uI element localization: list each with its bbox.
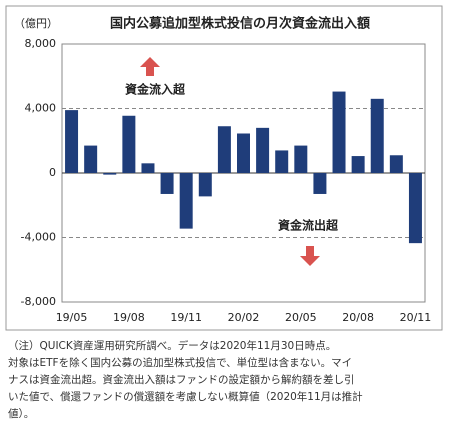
bar [141, 163, 155, 173]
note-line: 対象はETFを除く国内公募の追加型株式投信で、単位型は含まない。マイ [8, 356, 352, 369]
annotation: 資金流出超 [278, 218, 339, 233]
bar [332, 91, 346, 173]
bar [389, 155, 403, 173]
bar [237, 133, 250, 173]
bar [122, 115, 136, 173]
x-tick-label: 20/11 [400, 311, 432, 324]
chart-title: 国内公募追加型株式投信の月次資金流出入額 [110, 16, 370, 32]
bar [160, 173, 174, 194]
y-tick-label: -4,000 [21, 231, 56, 244]
bar [351, 156, 365, 173]
bar [217, 126, 231, 173]
y-tick-label: 0 [49, 166, 56, 179]
bar [65, 110, 79, 173]
bar [275, 150, 289, 173]
note-line: 値）。 [8, 407, 34, 420]
bar [313, 173, 327, 194]
down-arrow [300, 246, 320, 266]
y-tick-label: 4,000 [25, 102, 57, 115]
chart-frame [5, 5, 443, 331]
unit-label: （億円） [14, 17, 58, 30]
x-tick-label: 20/05 [285, 311, 317, 324]
note-line: ナスは資金流出超。資金流出入額はファンドの設定額から解約額を差し引 [8, 373, 355, 386]
note-line: （注）QUICK資産運用研究所調べ。データは2020年11月30日時点。 [8, 339, 336, 352]
x-tick-label: 19/11 [170, 311, 202, 324]
bar [84, 145, 98, 173]
note-line: いた値で、償還ファンドの償還額を考慮しない概算値（2020年11月は推計 [8, 390, 363, 403]
x-tick-label: 19/08 [113, 311, 145, 324]
y-tick-label: 8,000 [25, 37, 57, 50]
x-tick-label: 20/02 [228, 311, 260, 324]
bar [294, 145, 308, 173]
x-tick-label: 20/08 [342, 311, 374, 324]
x-tick-label: 19/05 [56, 311, 88, 324]
bar [198, 173, 212, 197]
notes: （注）QUICK資産運用研究所調べ。データは2020年11月30日時点。対象はE… [8, 339, 363, 420]
up-arrow [140, 57, 160, 76]
bar [370, 98, 384, 173]
bar [103, 173, 117, 175]
bar [256, 127, 270, 173]
bar [408, 173, 422, 244]
bar [179, 173, 193, 229]
y-tick-label: -8,000 [21, 295, 56, 308]
annotation: 資金流入超 [125, 82, 186, 97]
